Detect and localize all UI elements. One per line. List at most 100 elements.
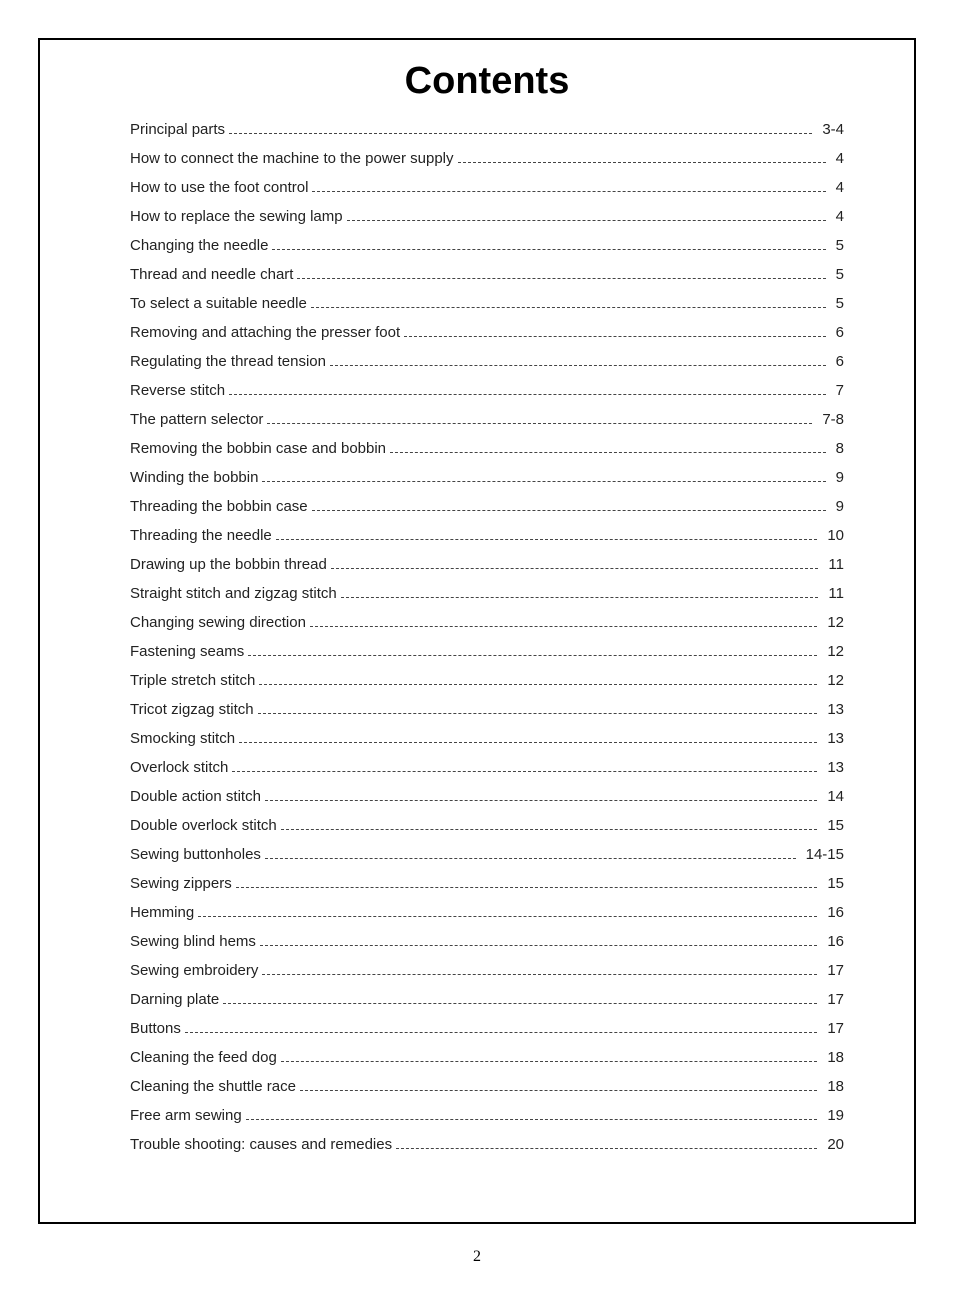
toc-leader <box>258 713 818 714</box>
toc-item-label: Darning plate <box>130 991 219 1008</box>
toc-item-label: How to replace the sewing lamp <box>130 208 343 225</box>
toc-item: Sewing buttonholes 14-15 <box>130 846 844 875</box>
toc-item-page: 16 <box>821 933 844 950</box>
toc-leader <box>458 162 826 163</box>
toc-item-label: Reverse stitch <box>130 382 225 399</box>
toc-item-page: 6 <box>830 324 844 341</box>
toc-item-page: 13 <box>821 701 844 718</box>
toc-item: Drawing up the bobbin thread 11 <box>130 556 844 585</box>
toc-item-page: 5 <box>830 237 844 254</box>
toc-leader <box>267 423 812 424</box>
toc-item-page: 7-8 <box>816 411 844 428</box>
toc-item-page: 4 <box>830 150 844 167</box>
toc-item: Reverse stitch 7 <box>130 382 844 411</box>
toc-item-page: 4 <box>830 179 844 196</box>
toc-item-label: Cleaning the shuttle race <box>130 1078 296 1095</box>
toc-item-page: 15 <box>821 875 844 892</box>
toc-leader <box>185 1032 817 1033</box>
toc-item-label: Straight stitch and zigzag stitch <box>130 585 337 602</box>
toc-leader <box>272 249 825 250</box>
toc-item: How to replace the sewing lamp 4 <box>130 208 844 237</box>
toc-leader <box>390 452 826 453</box>
toc-item-label: Thread and needle chart <box>130 266 293 283</box>
toc-item: Threading the needle10 <box>130 527 844 556</box>
toc-item: Sewing embroidery 17 <box>130 962 844 991</box>
page-number: 2 <box>0 1248 954 1266</box>
toc-item-label: Threading the bobbin case <box>130 498 308 515</box>
toc-item-label: Regulating the thread tension <box>130 353 326 370</box>
toc-leader <box>312 510 826 511</box>
toc-item-page: 4 <box>830 208 844 225</box>
toc-leader <box>232 771 817 772</box>
toc-item: Removing the bobbin case and bobbin 8 <box>130 440 844 469</box>
page-title: Contents <box>130 60 844 103</box>
toc-item-page: 9 <box>830 498 844 515</box>
toc-item: Cleaning the shuttle race18 <box>130 1078 844 1107</box>
toc-item-page: 5 <box>830 266 844 283</box>
toc-item: Double overlock stitch 15 <box>130 817 844 846</box>
toc-item-page: 5 <box>830 295 844 312</box>
toc-item: Double action stitch14 <box>130 788 844 817</box>
toc-item-label: Sewing zippers <box>130 875 232 892</box>
toc-item-page: 11 <box>822 585 844 602</box>
toc-item-page: 12 <box>821 643 844 660</box>
toc-leader <box>404 336 825 337</box>
toc-item-label: How to use the foot control <box>130 179 308 196</box>
toc-item-label: Sewing embroidery <box>130 962 258 979</box>
toc-leader <box>281 1061 818 1062</box>
toc-item-page: 18 <box>821 1049 844 1066</box>
page-frame: Contents Principal parts 3-4 How to connec… <box>38 38 916 1224</box>
toc-item-label: Double overlock stitch <box>130 817 277 834</box>
toc-leader <box>246 1119 818 1120</box>
toc-item-page: 8 <box>830 440 844 457</box>
toc-item-label: Overlock stitch <box>130 759 228 776</box>
toc-item-page: 7 <box>830 382 844 399</box>
toc-item-label: Free arm sewing <box>130 1107 242 1124</box>
toc-leader <box>262 974 817 975</box>
toc-leader <box>198 916 817 917</box>
toc-item-label: How to connect the machine to the power … <box>130 150 454 167</box>
toc-leader <box>229 133 812 134</box>
table-of-contents: Principal parts 3-4 How to connect the mac… <box>130 121 844 1165</box>
toc-item: Free arm sewing19 <box>130 1107 844 1136</box>
toc-item-page: 12 <box>821 614 844 631</box>
toc-item-page: 15 <box>821 817 844 834</box>
toc-item-page: 14-15 <box>800 846 844 863</box>
toc-item: Overlock stitch 13 <box>130 759 844 788</box>
toc-item: Principal parts 3-4 <box>130 121 844 150</box>
toc-item-page: 17 <box>821 962 844 979</box>
toc-item-label: Principal parts <box>130 121 225 138</box>
toc-item: Threading the bobbin case 9 <box>130 498 844 527</box>
toc-item: Changing sewing direction 12 <box>130 614 844 643</box>
toc-leader <box>310 626 817 627</box>
toc-item: Buttons17 <box>130 1020 844 1049</box>
toc-item: Trouble shooting: causes and remedies20 <box>130 1136 844 1165</box>
toc-item-label: Changing the needle <box>130 237 268 254</box>
toc-item-label: Threading the needle <box>130 527 272 544</box>
toc-leader <box>276 539 818 540</box>
toc-item: Tricot zigzag stitch13 <box>130 701 844 730</box>
toc-item: Straight stitch and zigzag stitch 11 <box>130 585 844 614</box>
toc-item: Smocking stitch13 <box>130 730 844 759</box>
toc-leader <box>229 394 826 395</box>
toc-item: Fastening seams12 <box>130 643 844 672</box>
toc-item-page: 17 <box>821 991 844 1008</box>
toc-item-label: Removing and attaching the presser foot <box>130 324 400 341</box>
toc-item: Sewing zippers 15 <box>130 875 844 904</box>
toc-item-page: 3-4 <box>816 121 844 138</box>
toc-item-label: Hemming <box>130 904 194 921</box>
toc-item-label: Removing the bobbin case and bobbin <box>130 440 386 457</box>
toc-item-page: 12 <box>821 672 844 689</box>
toc-item-label: Changing sewing direction <box>130 614 306 631</box>
toc-item-label: Drawing up the bobbin thread <box>130 556 327 573</box>
toc-item-label: Sewing blind hems <box>130 933 256 950</box>
toc-item-label: Sewing buttonholes <box>130 846 261 863</box>
toc-leader <box>311 307 826 308</box>
toc-item: Thread and needle chart 5 <box>130 266 844 295</box>
toc-item-page: 13 <box>821 759 844 776</box>
toc-item-label: Buttons <box>130 1020 181 1037</box>
toc-leader <box>260 945 817 946</box>
toc-item-page: 11 <box>822 556 844 573</box>
toc-item-label: Winding the bobbin <box>130 469 258 486</box>
toc-item: Winding the bobbin9 <box>130 469 844 498</box>
